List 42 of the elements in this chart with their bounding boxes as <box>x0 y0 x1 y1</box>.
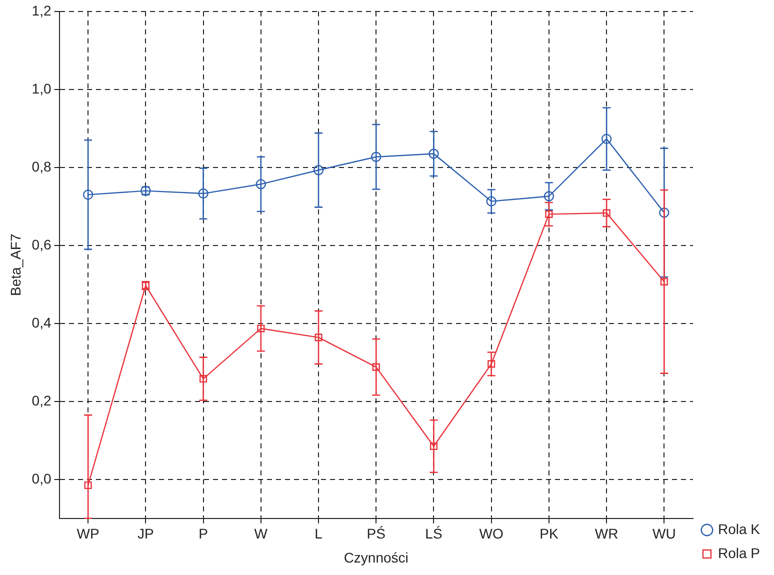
x-tick-label: W <box>254 526 268 542</box>
x-tick-label: L <box>314 526 323 542</box>
x-tick-label: LŚ <box>425 526 442 542</box>
y-axis-title: Beta_AF7 <box>7 234 24 296</box>
y-tick-label: 1,0 <box>32 80 52 96</box>
point <box>544 191 554 202</box>
x-tick-label: WU <box>652 526 676 542</box>
x-tick-label: P <box>198 526 208 542</box>
x-tick-label: WR <box>594 526 618 542</box>
x-tick-label: PK <box>540 526 559 542</box>
point <box>314 334 322 342</box>
point <box>257 324 265 332</box>
point <box>545 210 553 218</box>
point <box>200 375 208 383</box>
point <box>372 363 380 371</box>
y-tick-label: 1,2 <box>32 2 52 18</box>
point <box>488 360 496 368</box>
x-tick-label: WP <box>76 526 100 542</box>
legend-label: Rola P <box>718 544 760 561</box>
y-tick-label: 0,4 <box>32 314 52 330</box>
point <box>486 196 496 206</box>
point <box>198 188 208 199</box>
point <box>659 208 670 218</box>
y-tick-label: 0,6 <box>32 236 52 252</box>
point <box>371 152 382 162</box>
point <box>601 134 612 144</box>
x-axis-title: Czynności <box>344 549 408 566</box>
x-tick-label: WO <box>479 526 504 542</box>
point <box>313 165 324 176</box>
point <box>660 278 668 286</box>
point <box>430 442 438 450</box>
y-tick-label: 0,0 <box>32 470 52 486</box>
x-tick-label: JP <box>138 526 154 542</box>
y-tick-label: 0,2 <box>32 392 52 408</box>
point <box>82 190 94 200</box>
point <box>428 148 439 159</box>
point <box>84 481 92 490</box>
point <box>256 179 266 190</box>
point <box>602 209 610 217</box>
y-tick-label: 0,8 <box>32 158 52 174</box>
x-tick-label: PŚ <box>366 526 386 542</box>
legend-label: Rola K <box>718 520 761 537</box>
